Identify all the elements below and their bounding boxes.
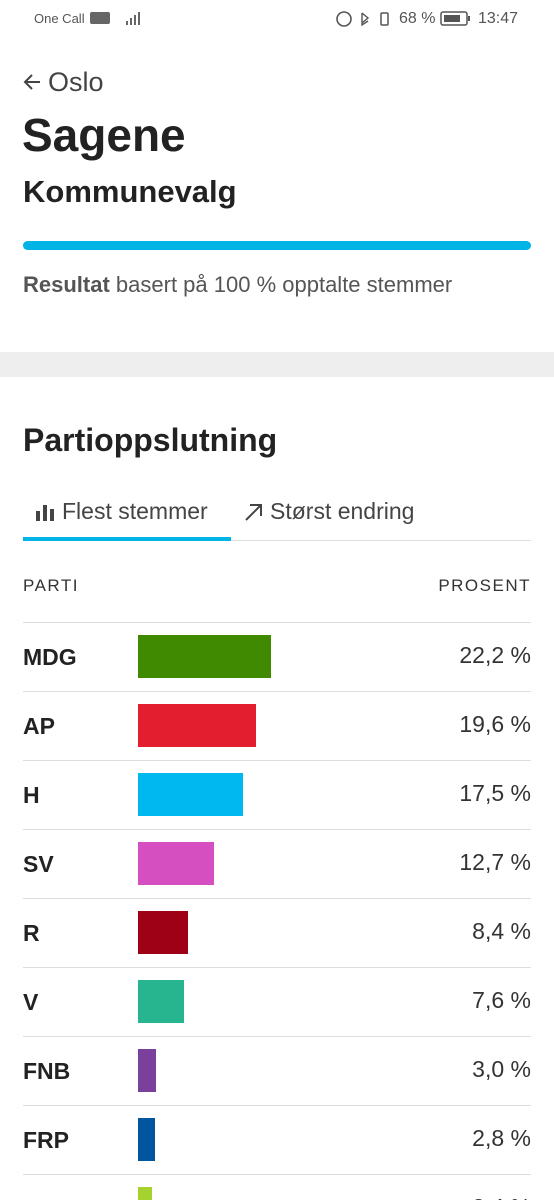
bar xyxy=(138,842,215,885)
row-divider xyxy=(23,760,531,761)
row-divider xyxy=(23,967,531,968)
status-icons xyxy=(336,11,389,27)
party-name: MDG xyxy=(23,644,77,670)
party-name: R xyxy=(23,920,40,946)
row-divider xyxy=(23,622,531,623)
page-subtitle: Kommunevalg xyxy=(23,174,237,209)
tab[interactable]: Størst endring xyxy=(270,498,415,524)
value-label: 12,7 % xyxy=(459,849,531,875)
party-name: FRP xyxy=(23,1127,69,1153)
row-divider xyxy=(23,1036,531,1037)
row-divider xyxy=(23,898,531,899)
carrier: One Call xyxy=(34,11,85,26)
row-divider xyxy=(23,1105,531,1106)
value-label: 22,2 % xyxy=(459,642,531,668)
value-label: 2,4 % xyxy=(472,1194,531,1200)
page-title: Sagene xyxy=(22,109,186,161)
bar xyxy=(138,1049,156,1092)
signal-icons xyxy=(90,12,140,25)
bar xyxy=(138,773,243,816)
party-name: SV xyxy=(23,851,54,877)
party-name: V xyxy=(23,989,39,1015)
row-divider xyxy=(23,829,531,830)
value-label: 17,5 % xyxy=(459,780,531,806)
value-label: 7,6 % xyxy=(472,987,531,1013)
bar-icon xyxy=(36,505,54,521)
progress-bar xyxy=(23,241,531,250)
back-arrow[interactable] xyxy=(23,72,43,92)
tab[interactable]: Flest stemmer xyxy=(62,498,208,524)
tab-indicator xyxy=(23,537,231,541)
party-name: AP xyxy=(23,713,55,739)
bar xyxy=(138,1118,155,1161)
bar xyxy=(138,704,256,747)
time: 13:47 xyxy=(478,10,519,27)
value-label: 8,4 % xyxy=(472,918,531,944)
result-text: basert på 100 % opptalte stemmer xyxy=(115,272,453,297)
bar xyxy=(138,635,272,678)
column-header: PARTI xyxy=(23,576,79,595)
value-label: 19,6 % xyxy=(459,711,531,737)
tab-divider xyxy=(23,540,531,541)
value-label: 2,8 % xyxy=(472,1125,531,1151)
bar xyxy=(138,1187,153,1200)
separator xyxy=(0,352,554,377)
value-label: 3,0 % xyxy=(472,1056,531,1082)
bar xyxy=(138,980,184,1023)
result-bold: Resultat xyxy=(23,272,110,297)
column-header: PROSENT xyxy=(438,576,531,595)
battery-text: 68 % xyxy=(399,10,436,27)
battery-icon xyxy=(440,11,470,26)
back-link[interactable]: Oslo xyxy=(48,67,104,97)
row-divider xyxy=(23,1174,531,1175)
section-title: Partioppslutning xyxy=(23,422,278,458)
party-name: H xyxy=(23,782,40,808)
row-divider xyxy=(23,691,531,692)
bar xyxy=(138,911,189,954)
party-name: FNB xyxy=(23,1058,71,1084)
result-line: Resultat basert på 100 % opptalte stemme… xyxy=(23,272,452,298)
arrow-icon xyxy=(245,504,262,521)
